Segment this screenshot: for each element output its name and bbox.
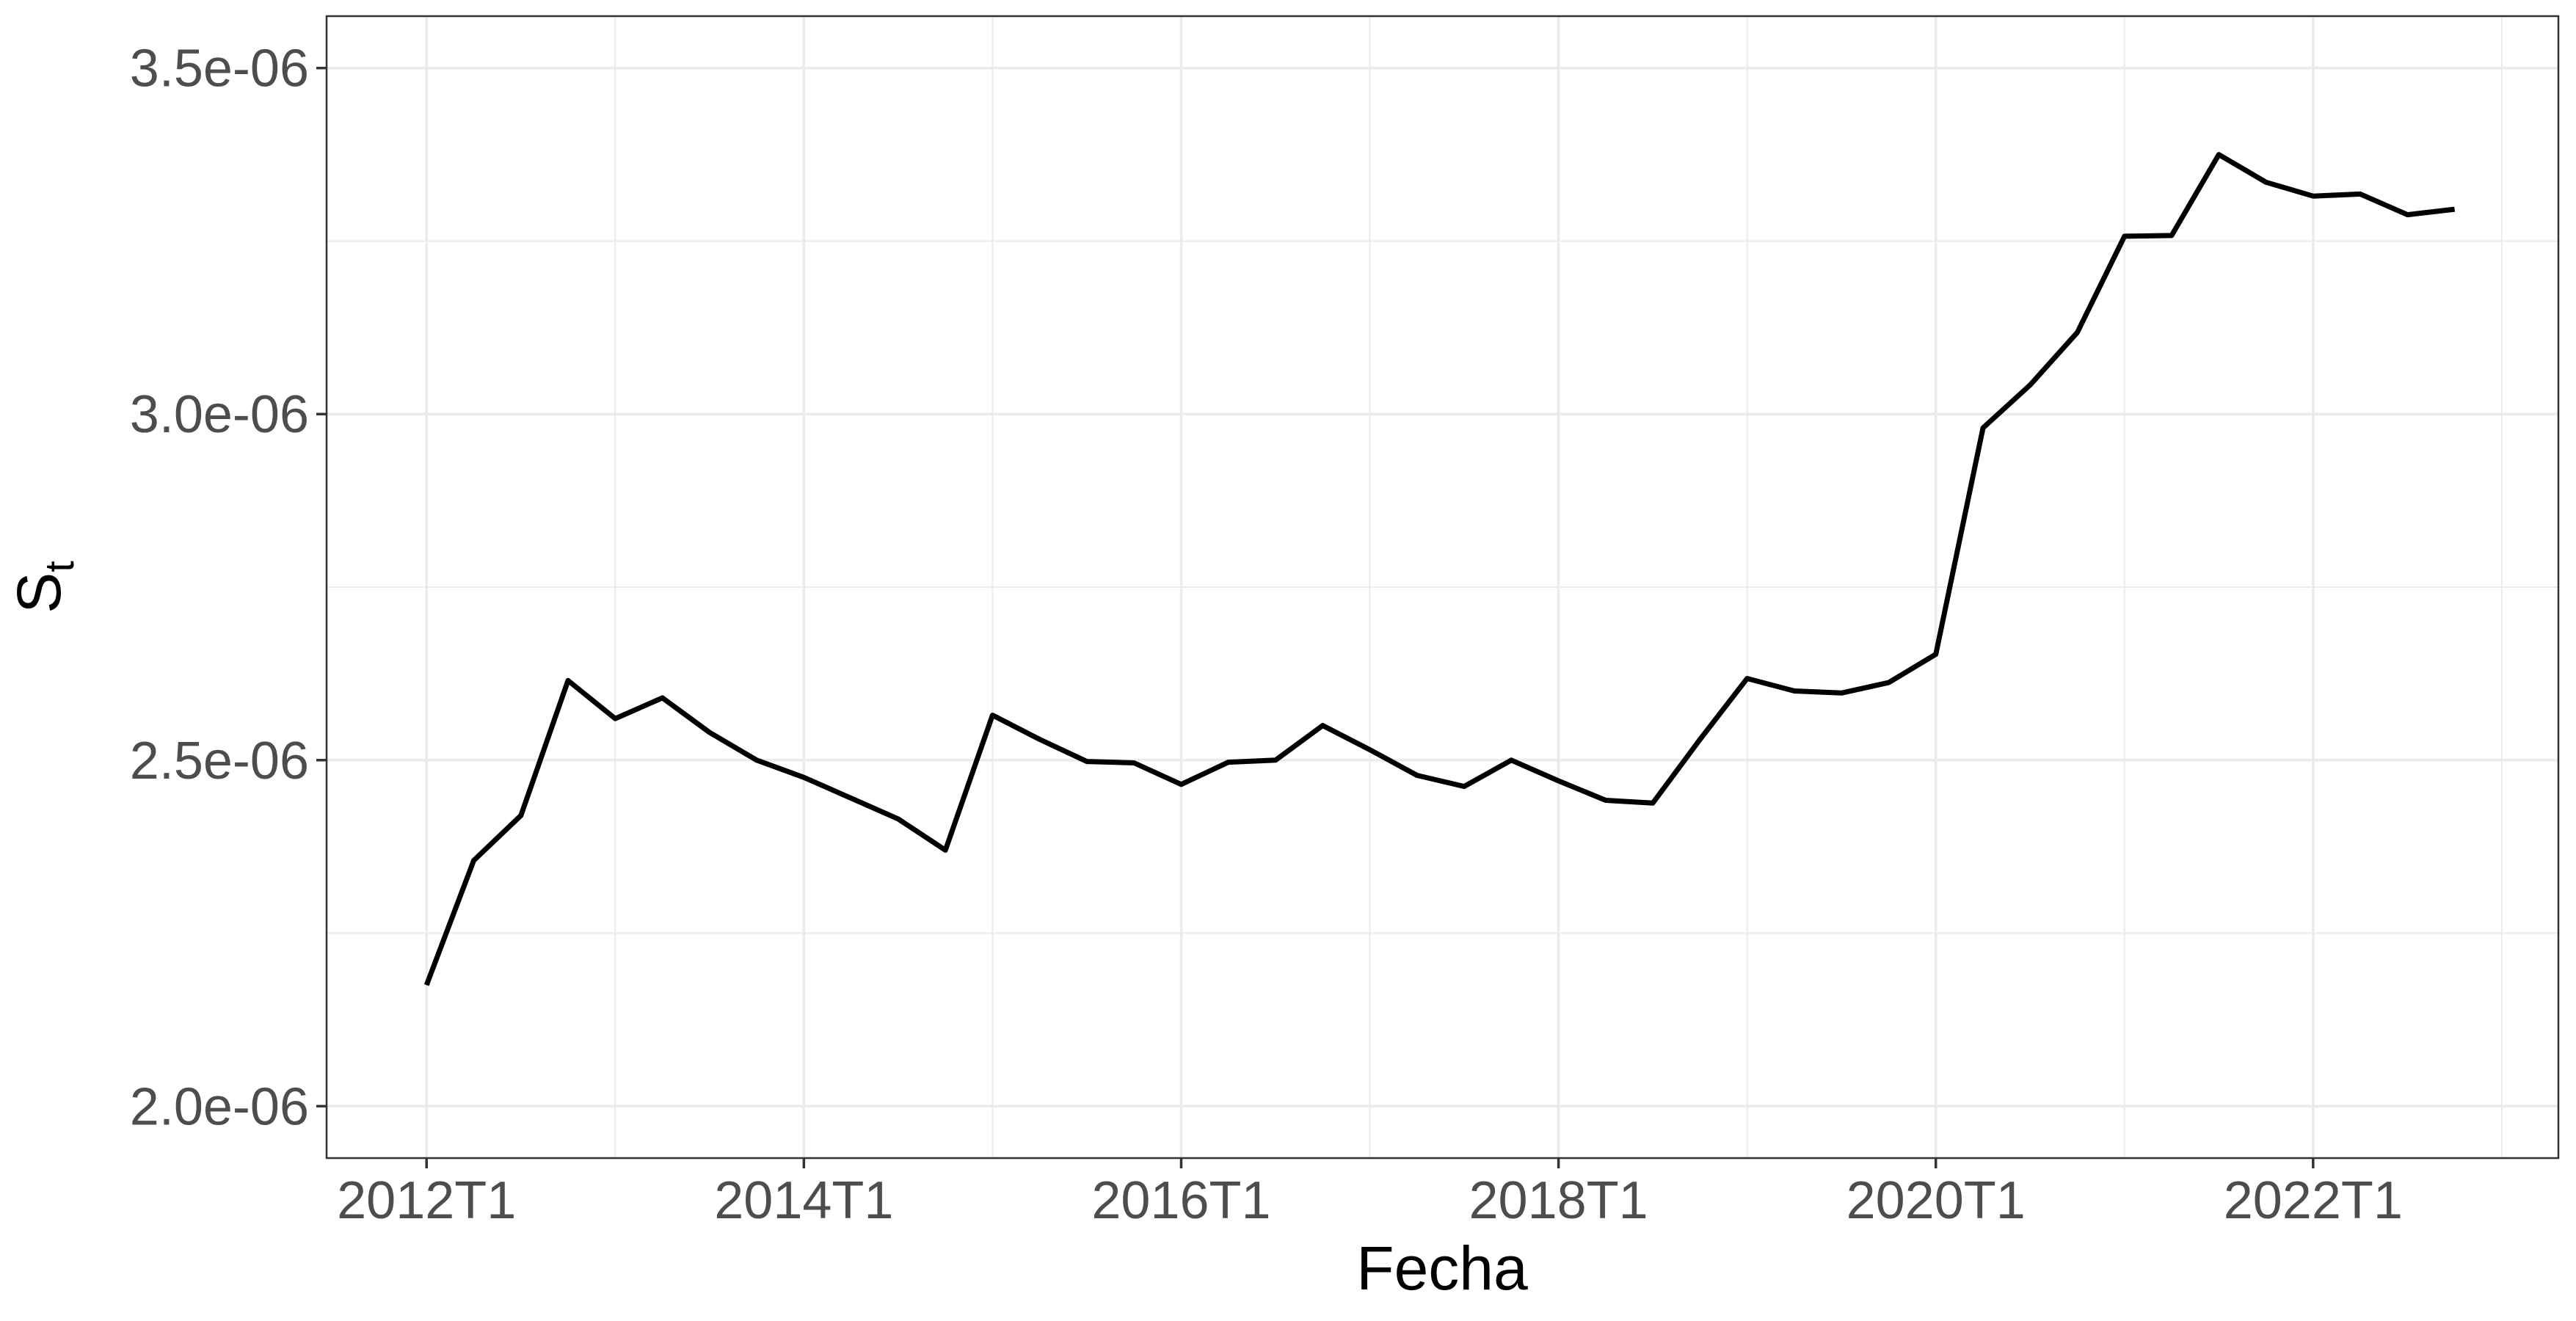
y-tick-label: 3.0e-06 (130, 385, 309, 444)
x-tick-label: 2022T1 (2224, 1171, 2403, 1230)
y-axis-ticks: 2.0e-06 2.5e-06 3.0e-06 3.5e-06 (130, 40, 327, 1136)
series-line (423, 152, 2456, 986)
y-tick-label: 3.5e-06 (130, 40, 309, 98)
x-tick-label: 2014T1 (714, 1171, 893, 1230)
major-gridlines-x (425, 16, 2315, 1158)
minor-gridlines-y (327, 240, 2558, 934)
y-tick-label: 2.5e-06 (130, 732, 309, 790)
x-tick-label: 2018T1 (1469, 1171, 1648, 1230)
x-tick-label: 2012T1 (337, 1171, 516, 1230)
x-axis-title: Fecha (1356, 1234, 1528, 1303)
x-tick-label: 2020T1 (1847, 1171, 2026, 1230)
y-axis-title: St (4, 561, 82, 614)
x-axis-ticks: 2012T1 2014T1 2016T1 2018T1 2020T1 2022T1 (337, 1158, 2403, 1230)
panel-border (325, 15, 2560, 1160)
y-axis-title-subscript: t (36, 561, 82, 572)
y-axis-title-main: S (4, 572, 73, 614)
major-gridlines-y (327, 66, 2558, 1108)
x-tick-label: 2016T1 (1091, 1171, 1270, 1230)
minor-gridlines-x (614, 16, 2503, 1158)
y-tick-label: 2.0e-06 (130, 1077, 309, 1136)
